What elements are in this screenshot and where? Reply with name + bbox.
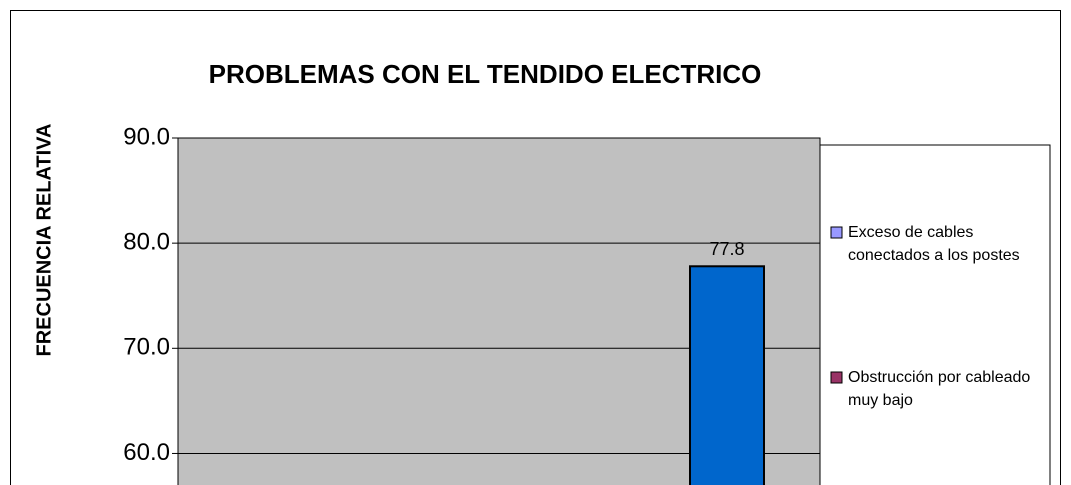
y-tick-label: 80.0 — [123, 228, 170, 255]
chart-title: PROBLEMAS CON EL TENDIDO ELECTRICO — [209, 59, 762, 89]
legend-swatch — [830, 371, 843, 384]
legend-entry: Obstrucción por cableado muy bajo — [848, 369, 1031, 409]
legend-label: Exceso de cables conectados a los postes — [848, 224, 1020, 264]
data-label: 77.8 — [709, 239, 744, 259]
y-tick-label: 70.0 — [123, 334, 170, 361]
bar — [689, 265, 765, 485]
legend-box — [819, 144, 1051, 485]
y-tick-label: 90.0 — [123, 123, 170, 150]
legend-entry: Exceso de cables conectados a los postes — [848, 224, 1020, 264]
y-axis-label: FRECUENCIA RELATIVA — [33, 124, 55, 357]
legend-label: Obstrucción por cableado muy bajo — [848, 369, 1031, 409]
legend-swatch — [830, 226, 843, 239]
y-tick-label: 60.0 — [123, 439, 170, 466]
